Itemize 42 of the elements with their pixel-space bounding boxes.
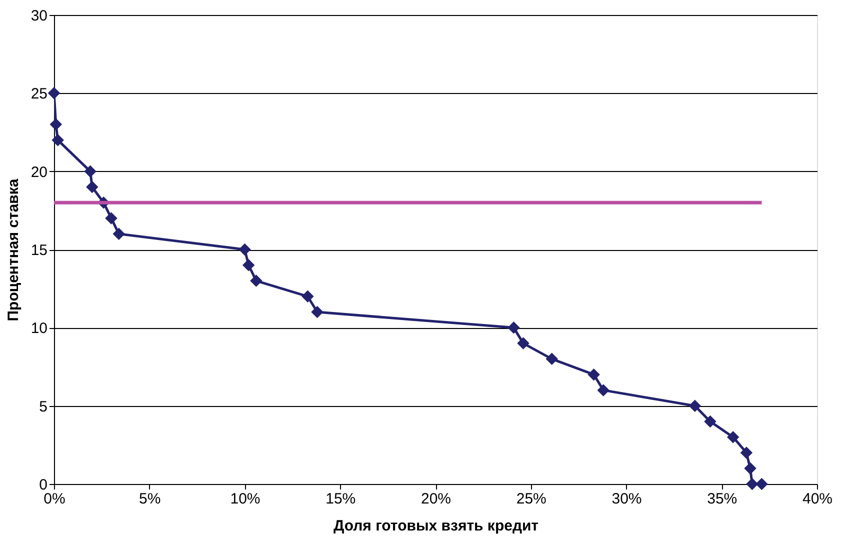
x-axis-title: Доля готовых взять кредит (333, 518, 539, 534)
point (52, 134, 64, 146)
y-tick-label: 5 (39, 398, 48, 416)
point (250, 274, 262, 287)
point (756, 478, 768, 490)
y-tick-label: 20 (30, 164, 48, 181)
y-tick-label: 15 (30, 242, 48, 259)
point (588, 368, 600, 381)
y-axis-title: Процентная ставка (4, 178, 22, 322)
x-tick-label: 30% (612, 490, 642, 508)
point (112, 228, 125, 240)
x-tick-label: 40% (802, 490, 833, 508)
point (746, 478, 758, 490)
y-tick-label: 0 (39, 476, 48, 494)
point (740, 446, 753, 459)
x-tick-label: 0% (44, 490, 66, 508)
x-tick-label: 15% (326, 490, 356, 508)
x-tick-label: 25% (516, 490, 546, 508)
x-tick-label: 20% (420, 490, 452, 508)
y-tick-label: 25 (30, 86, 48, 103)
point (546, 352, 558, 366)
point (744, 462, 756, 474)
point (597, 384, 610, 396)
point (50, 118, 62, 131)
point (48, 87, 60, 100)
point (704, 415, 716, 428)
point (726, 430, 740, 444)
point (517, 337, 530, 350)
point (311, 306, 324, 318)
point (238, 243, 251, 256)
point (302, 290, 314, 303)
point (688, 400, 702, 412)
x-tick-label: 5% (139, 490, 161, 508)
point (84, 165, 96, 178)
x-tick-label: 10% (230, 490, 260, 508)
point (242, 259, 255, 272)
y-tick-label: 30 (30, 8, 48, 24)
point (508, 322, 520, 334)
y-tick-label: 10 (30, 320, 48, 338)
x-tick-label: 35% (707, 490, 738, 508)
point (105, 212, 118, 224)
point (86, 180, 98, 194)
